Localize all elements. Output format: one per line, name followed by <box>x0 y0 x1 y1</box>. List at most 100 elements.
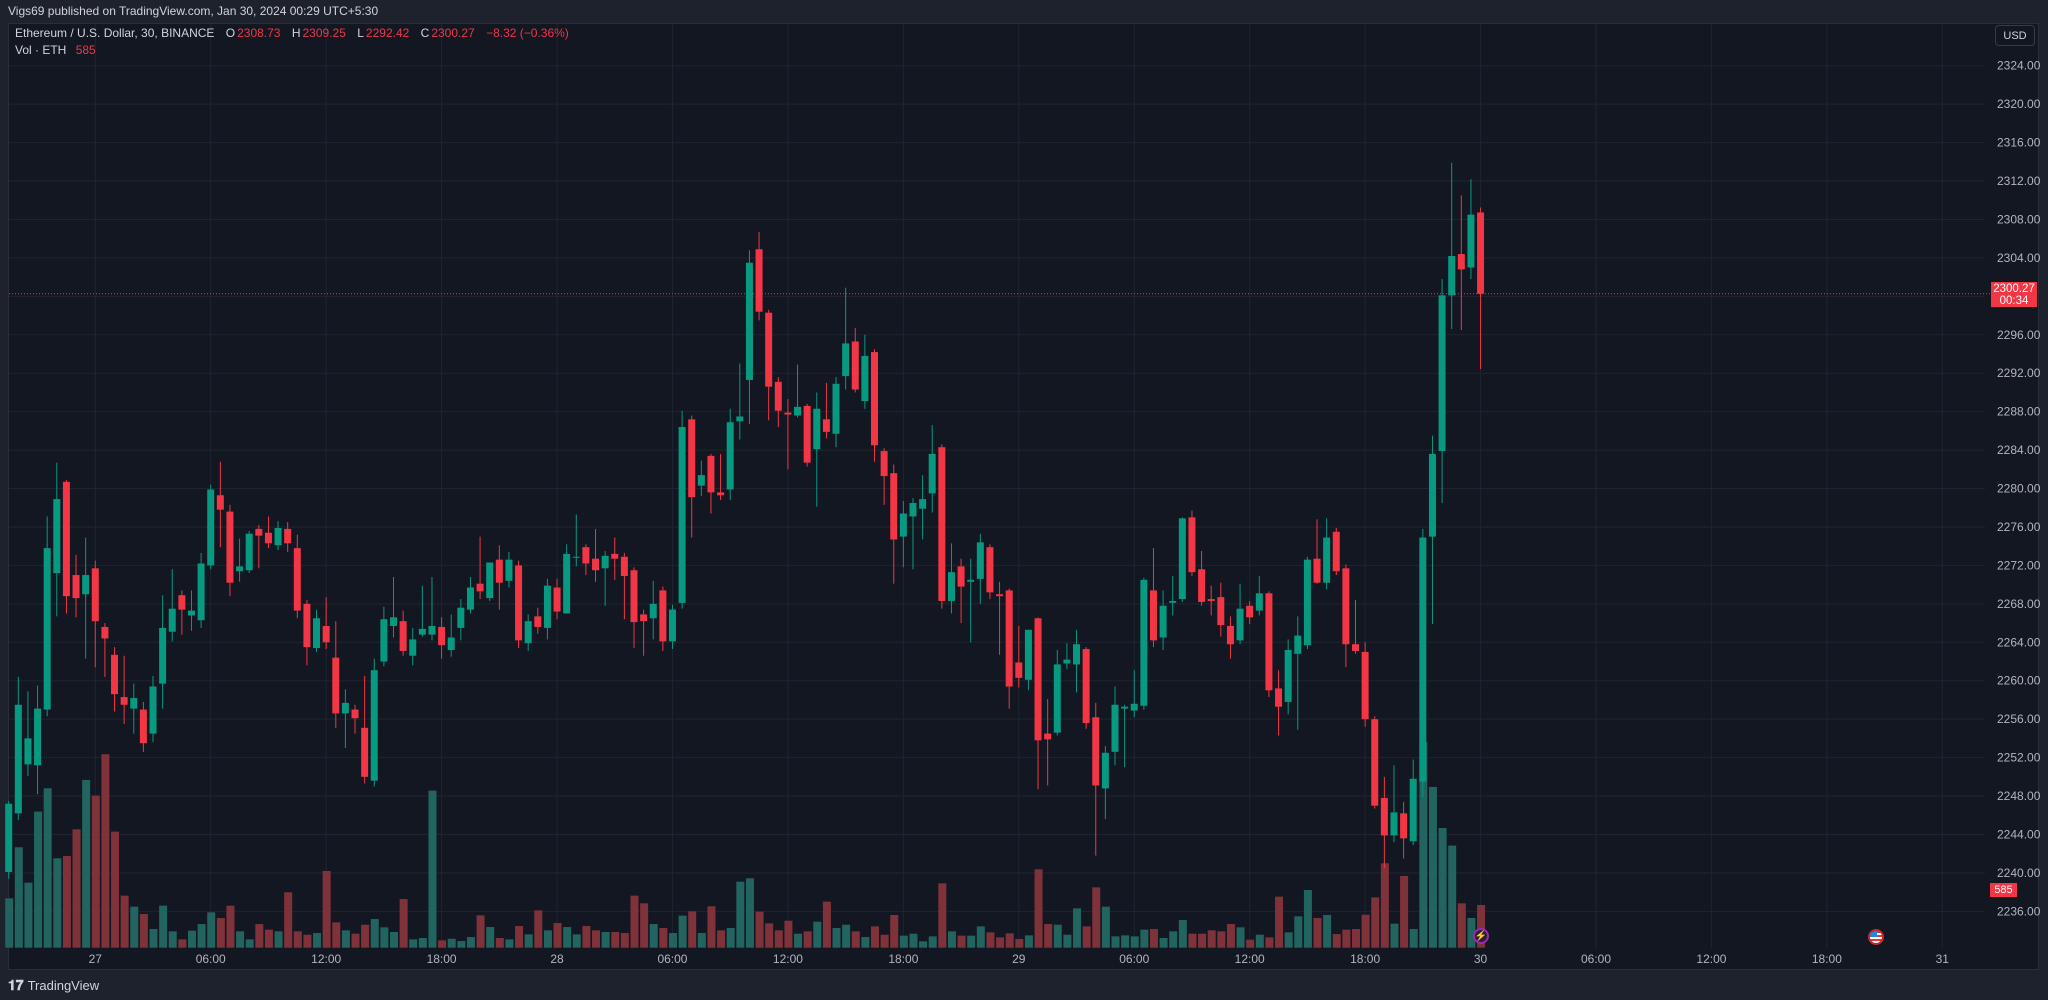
high-value: 2309.25 <box>302 26 346 40</box>
time-tick-label: 12:00 <box>773 952 803 966</box>
volume-bar <box>216 917 225 948</box>
volume-bar <box>1361 914 1370 948</box>
price-tick-label: 2316.00 <box>1997 136 2041 150</box>
symbol-legend[interactable]: Ethereum / U.S. Dollar, 30, BINANCE O 230… <box>15 26 571 40</box>
candle-body <box>43 548 51 710</box>
volume-bar <box>1323 914 1332 948</box>
volume-bar <box>659 927 668 948</box>
candle-body <box>399 621 407 651</box>
volume-bar <box>620 933 629 948</box>
candle-body <box>659 590 667 642</box>
candle-body <box>34 708 42 766</box>
volume-bar <box>380 927 389 948</box>
candle-body <box>438 626 446 646</box>
volume-bar <box>668 933 677 948</box>
candle-body <box>909 502 917 517</box>
volume-bar <box>553 923 562 948</box>
close-value: 2300.27 <box>431 26 475 40</box>
candlesticks <box>5 162 1485 879</box>
volume-bar <box>1419 742 1428 948</box>
volume-bar <box>563 927 572 948</box>
volume-bar <box>1390 923 1399 948</box>
candle-body <box>361 727 369 777</box>
volume-bar <box>1294 916 1303 948</box>
volume-bar <box>592 930 601 948</box>
volume-bar <box>226 905 235 948</box>
candle-body <box>226 511 234 583</box>
price-tick-label: 2268.00 <box>1997 597 2041 611</box>
candle-body <box>1188 517 1196 573</box>
volume-bar <box>1044 924 1053 948</box>
volume-bar <box>803 931 812 948</box>
candle-body <box>24 738 32 765</box>
high-label: H <box>291 26 301 40</box>
candle-body <box>1380 797 1388 836</box>
volume-bar <box>168 931 177 948</box>
price-tick-label: 2244.00 <box>1997 828 2041 842</box>
volume-bar <box>986 932 995 948</box>
price-tick-label: 2252.00 <box>1997 751 2041 765</box>
volume-legend[interactable]: Vol · ETH 585 <box>15 43 98 57</box>
tradingview-logo[interactable]: 𝟏𝟕 TradingView <box>8 977 99 994</box>
candle-body <box>284 528 292 544</box>
volume-bar <box>43 788 52 948</box>
volume-bar <box>707 906 716 948</box>
candle-body <box>14 704 22 814</box>
volume-bar <box>322 870 331 948</box>
volume-bar <box>1063 934 1072 948</box>
candle-body <box>765 312 773 387</box>
price-tick-label: 2308.00 <box>1997 212 2041 226</box>
volume-bar <box>351 933 360 948</box>
price-tick-label: 2292.00 <box>1997 366 2041 380</box>
candle-body <box>91 568 99 622</box>
volume-bar <box>765 923 774 948</box>
time-axis-labels: 27 06:00 12:00 18:00 28 06:00 12:00 18:00 29 06:0… <box>89 952 1950 966</box>
price-tick-label: 2236.00 <box>1997 904 2041 918</box>
us-flag-icon[interactable] <box>1868 929 1884 945</box>
volume-bar <box>1448 845 1457 948</box>
volume-bar <box>1198 933 1207 948</box>
volume-bar <box>688 911 697 948</box>
candle-body <box>794 406 802 416</box>
volume-bar <box>582 926 591 948</box>
volume-bar <box>476 915 485 948</box>
volume-bar <box>1226 924 1235 948</box>
candle-body <box>563 553 571 614</box>
volume-bar <box>515 926 524 948</box>
volume-bar <box>495 937 504 948</box>
volume-bar <box>91 795 100 948</box>
lightning-icon[interactable]: ⚡ <box>1473 928 1489 944</box>
candle-body <box>553 587 561 612</box>
candle-body <box>1313 558 1321 583</box>
volume-bars <box>5 742 1486 948</box>
volume-bar <box>505 939 514 948</box>
volume-bar <box>601 932 610 948</box>
volume-bar <box>572 934 581 948</box>
volume-bar <box>1092 887 1101 948</box>
volume-bar <box>399 899 408 948</box>
candle-body <box>755 249 763 312</box>
candle-body <box>313 618 321 649</box>
time-tick-label: 12:00 <box>1696 952 1726 966</box>
candle-body <box>957 566 965 587</box>
volume-bar <box>82 779 91 948</box>
candle-body <box>649 603 657 619</box>
volume-bar <box>1352 929 1360 948</box>
candle-body <box>640 614 648 622</box>
candle-body <box>774 381 782 411</box>
candle-body <box>688 419 696 498</box>
candle-body <box>1149 590 1157 641</box>
volume-bar <box>1438 827 1447 948</box>
candle-body <box>255 528 263 536</box>
candle-body <box>832 383 840 434</box>
volume-bar <box>1101 906 1110 948</box>
currency-button[interactable]: USD <box>1995 25 2035 46</box>
volume-bar <box>534 910 543 948</box>
candle-body <box>1390 812 1398 836</box>
volume-bar <box>1457 903 1466 948</box>
volume-bar <box>1265 937 1274 948</box>
volume-bar <box>1188 933 1197 948</box>
volume-bar <box>630 895 639 948</box>
candle-body <box>611 553 619 559</box>
